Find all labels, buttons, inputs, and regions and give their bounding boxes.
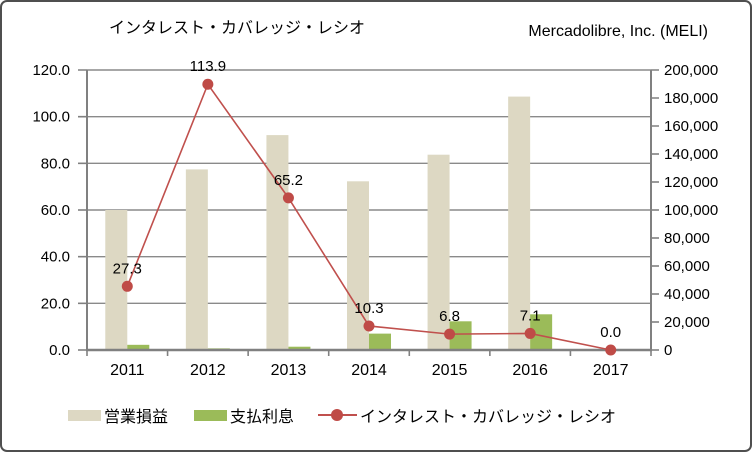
legend-label-ratio: インタレスト・カバレッジ・レシオ <box>360 409 617 426</box>
ratio-data-label: 113.9 <box>190 58 226 75</box>
bar-operating-income <box>347 181 369 350</box>
chart-title: インタレスト・カバレッジ・レシオ <box>109 20 366 37</box>
right-axis-tick-label: 200,000 <box>664 62 718 79</box>
bar-interest-expense <box>127 344 150 350</box>
left-axis-tick-label: 80.0 <box>41 155 70 172</box>
right-axis-tick-label: 100,000 <box>664 202 718 219</box>
right-axis-tick-label: 0 <box>664 342 672 359</box>
legend-label-operating: 営業損益 <box>104 409 169 426</box>
right-axis-tick-label: 80,000 <box>664 230 710 247</box>
bar-interest-expense <box>449 321 472 350</box>
company-title: Mercadolibre, Inc. (MELI) <box>528 23 708 40</box>
ratio-data-label: 10.3 <box>354 300 383 317</box>
ratio-data-label: 65.2 <box>274 172 303 189</box>
legend-swatch-interest <box>194 409 227 421</box>
right-axis-tick-label: 180,000 <box>664 90 718 107</box>
bar-interest-expense <box>369 333 391 350</box>
legend: 営業損益 支払利息 インタレスト・カバレッジ・レシオ <box>2 401 750 429</box>
ratio-line-marker <box>605 344 617 356</box>
ratio-line-marker <box>121 280 133 292</box>
right-axis-tick-label: 160,000 <box>664 118 718 135</box>
bar-operating-income <box>266 135 289 350</box>
legend-line-marker-icon <box>318 408 357 422</box>
bar-interest-expense <box>530 314 553 350</box>
legend-item-interest: 支払利息 <box>194 401 294 429</box>
x-axis-category-label: 2016 <box>512 362 548 379</box>
ratio-line-marker <box>202 78 214 90</box>
ratio-data-label: 0.0 <box>600 324 621 341</box>
right-axis-tick-label: 120,000 <box>664 174 718 191</box>
ratio-data-label: 27.3 <box>113 260 142 277</box>
left-axis-tick-label: 0.0 <box>49 342 70 359</box>
right-axis-tick-label: 40,000 <box>664 286 710 303</box>
bar-operating-income <box>427 154 450 350</box>
ratio-line-marker <box>524 327 536 339</box>
x-axis-category-label: 2013 <box>271 362 307 379</box>
x-axis-category-label: 2011 <box>110 362 145 379</box>
legend-label-interest: 支払利息 <box>230 409 295 426</box>
ratio-line-marker <box>363 320 375 332</box>
bar-operating-income <box>508 96 531 350</box>
ratio-line-marker <box>282 192 294 204</box>
legend-item-ratio: インタレスト・カバレッジ・レシオ <box>318 401 616 429</box>
bar-operating-income <box>105 210 128 350</box>
left-axis-tick-label: 120.0 <box>32 62 70 79</box>
plot-area: 0.0 20.0 40.0 60.0 80.0 100.0 120.0 0 20,000 40,0… <box>32 58 718 379</box>
x-axis-category-label: 2014 <box>351 362 387 379</box>
legend-swatch-operating <box>68 409 101 421</box>
left-axis-tick-label: 100.0 <box>32 109 70 126</box>
left-axis-tick-label: 40.0 <box>41 249 70 266</box>
right-axis-tick-label: 60,000 <box>664 258 710 275</box>
x-axis-category-label: 2015 <box>432 362 468 379</box>
left-axis-tick-label: 20.0 <box>41 295 70 312</box>
ratio-data-label: 6.8 <box>439 308 460 325</box>
right-axis-tick-label: 20,000 <box>664 314 710 331</box>
right-axis-tick-label: 140,000 <box>664 146 718 163</box>
legend-item-operating: 営業損益 <box>68 401 168 429</box>
bar-interest-expense <box>288 346 311 350</box>
ratio-line-marker <box>444 328 456 340</box>
left-axis-tick-label: 60.0 <box>41 202 70 219</box>
ratio-data-label: 7.1 <box>520 307 541 324</box>
bar-operating-income <box>185 169 208 350</box>
x-axis-category-label: 2012 <box>190 362 226 379</box>
x-axis-category-label: 2017 <box>593 362 629 379</box>
